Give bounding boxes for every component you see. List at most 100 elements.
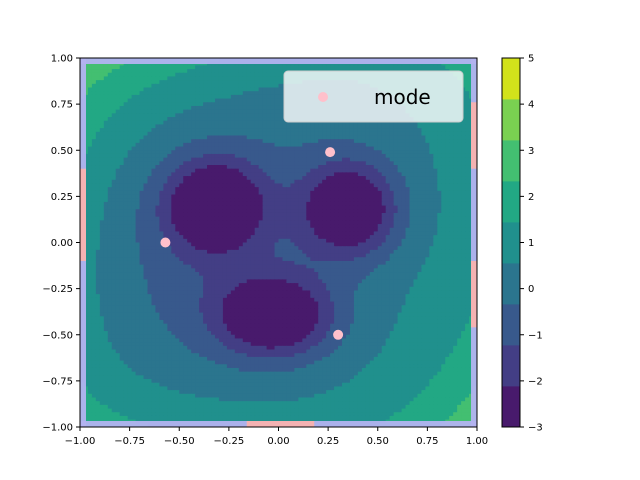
contour-cell <box>175 209 180 214</box>
contour-cell <box>155 183 160 188</box>
contour-cell <box>302 205 307 210</box>
contour-cell <box>163 105 168 111</box>
contour-cell <box>413 209 419 214</box>
contour-cell <box>270 161 276 166</box>
contour-cell <box>230 209 236 214</box>
contour-cell <box>409 153 415 159</box>
contour-cell <box>345 165 351 170</box>
contour-cell <box>147 183 153 188</box>
contour-cell <box>282 183 288 188</box>
contour-cell <box>369 201 375 207</box>
contour-cell <box>401 212 407 218</box>
contour-cell <box>127 139 133 144</box>
contour-cell <box>199 209 204 214</box>
contour-cell <box>266 87 272 92</box>
contour-cell <box>238 76 244 81</box>
contour-cell <box>449 179 454 185</box>
contour-cell <box>381 168 387 173</box>
contour-cell <box>151 198 157 203</box>
contour-cell <box>222 179 228 185</box>
contour-cell <box>214 109 220 114</box>
contour-cell <box>397 227 403 233</box>
contour-cell <box>318 194 323 199</box>
contour-cell <box>409 183 415 188</box>
contour-cell <box>361 131 367 137</box>
contour-cell <box>222 142 228 148</box>
contour-cell <box>119 224 125 229</box>
contour-cell <box>119 94 125 100</box>
contour-cell <box>393 172 399 177</box>
contour-cell <box>330 165 335 170</box>
contour-cell <box>214 142 220 148</box>
contour-cell <box>183 231 188 236</box>
contour-cell <box>405 172 411 177</box>
contour-cell <box>163 87 168 92</box>
contour-cell <box>155 238 160 244</box>
contour-cell <box>218 72 224 78</box>
contour-cell <box>441 139 446 144</box>
contour-cell <box>238 117 244 122</box>
contour-cell <box>465 238 470 244</box>
contour-cell <box>342 190 347 196</box>
contour-cell <box>167 150 172 155</box>
contour-cell <box>345 209 351 214</box>
contour-cell <box>306 179 311 185</box>
contour-cell <box>135 94 141 100</box>
contour-cell <box>99 109 105 114</box>
contour-cell <box>326 131 331 137</box>
contour-cell <box>234 87 240 92</box>
contour-cell <box>465 231 470 236</box>
contour-cell <box>107 198 113 203</box>
contour-cell <box>199 220 204 225</box>
contour-cell <box>230 128 236 133</box>
contour-cell <box>330 161 335 166</box>
contour-cell <box>437 161 442 166</box>
contour-cell <box>191 131 196 137</box>
contour-cell <box>203 83 208 89</box>
contour-cell <box>397 220 403 225</box>
contour-cell <box>95 198 101 203</box>
contour-cell <box>369 216 375 221</box>
contour-cell <box>266 235 272 240</box>
contour-cell <box>465 183 470 188</box>
contour-cell <box>306 139 311 144</box>
contour-cell <box>365 227 371 233</box>
contour-cell <box>393 157 399 162</box>
contour-cell <box>381 161 387 166</box>
contour-cell <box>226 212 232 218</box>
contour-cell <box>103 198 109 203</box>
contour-cell <box>171 190 176 196</box>
contour-cell <box>278 135 284 140</box>
contour-cell <box>87 94 93 100</box>
contour-cell <box>314 176 319 181</box>
contour-cell <box>318 157 323 162</box>
contour-cell <box>238 183 244 188</box>
contour-cell <box>238 124 244 129</box>
contour-cell <box>453 179 458 185</box>
contour-cell <box>465 187 470 192</box>
contour-cell <box>425 124 430 129</box>
contour-cell <box>151 183 157 188</box>
contour-cell <box>425 165 430 170</box>
contour-cell <box>365 142 371 148</box>
contour-cell <box>103 179 109 185</box>
contour-cell <box>242 238 248 244</box>
contour-cell <box>95 65 101 70</box>
contour-cell <box>99 117 105 122</box>
contour-cell <box>353 212 359 218</box>
contour-cell <box>199 157 204 162</box>
contour-cell <box>199 109 204 114</box>
contour-cell <box>369 165 375 170</box>
contour-cell <box>357 201 363 207</box>
contour-cell <box>353 216 359 221</box>
contour-cell <box>159 139 164 144</box>
contour-cell <box>218 83 224 89</box>
contour-cell <box>437 179 442 185</box>
contour-cell <box>191 190 196 196</box>
contour-cell <box>433 238 438 244</box>
contour-cell <box>369 176 375 181</box>
contour-cell <box>230 187 236 192</box>
contour-cell <box>203 165 208 170</box>
contour-cell <box>107 139 113 144</box>
contour-cell <box>457 128 462 133</box>
